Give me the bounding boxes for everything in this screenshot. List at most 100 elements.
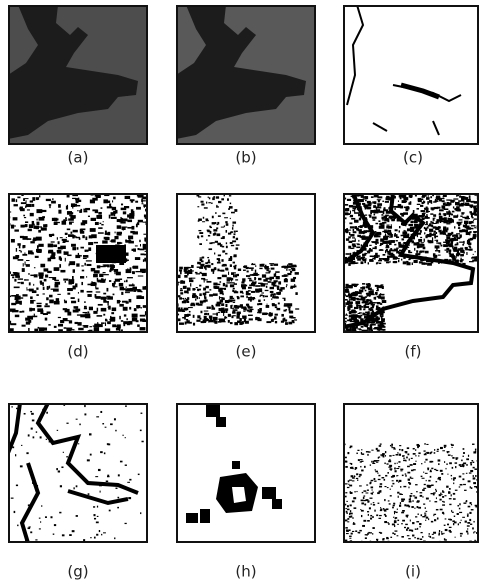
speckle xyxy=(455,202,460,205)
speckle xyxy=(290,271,292,273)
speckle xyxy=(36,294,38,296)
speckle xyxy=(408,479,410,481)
speckle xyxy=(187,314,191,316)
speckle xyxy=(78,299,80,302)
speckle xyxy=(185,298,186,299)
speckle xyxy=(448,210,450,213)
speckle xyxy=(382,300,387,303)
speckle xyxy=(453,482,454,484)
speckle xyxy=(356,473,358,475)
speckle xyxy=(84,308,87,310)
speckle xyxy=(233,309,238,311)
speckle xyxy=(243,311,245,312)
speckle xyxy=(106,296,110,297)
speckle xyxy=(98,469,101,471)
speckle xyxy=(433,532,436,534)
speckle xyxy=(41,505,42,506)
speckle xyxy=(116,272,121,276)
speckle xyxy=(291,286,295,288)
speckle xyxy=(218,318,223,320)
speckle xyxy=(445,518,447,519)
speckle xyxy=(420,205,423,207)
speckle xyxy=(473,462,475,463)
speckle xyxy=(444,525,446,526)
speckle xyxy=(392,507,394,509)
speckle xyxy=(233,302,235,303)
speckle xyxy=(377,302,381,304)
speckle xyxy=(265,268,270,269)
speckle xyxy=(38,244,43,247)
speckle xyxy=(397,508,398,510)
speckle xyxy=(371,480,374,481)
speckle xyxy=(269,263,274,264)
speckle xyxy=(91,268,95,271)
speckle xyxy=(457,242,459,245)
speckle xyxy=(224,288,226,290)
speckle xyxy=(79,424,80,426)
speckle xyxy=(288,307,290,310)
speckle xyxy=(196,320,200,322)
speckle xyxy=(471,257,474,258)
speckle xyxy=(82,235,84,238)
speckle xyxy=(434,449,435,451)
speckle xyxy=(82,270,84,272)
speckle xyxy=(367,511,369,512)
speckle xyxy=(425,224,428,225)
speckle xyxy=(251,264,255,265)
speckle xyxy=(404,230,405,232)
speckle xyxy=(213,293,218,295)
speckle xyxy=(216,227,218,229)
speckle xyxy=(99,274,103,277)
speckle xyxy=(198,230,201,231)
speckle xyxy=(191,265,194,268)
speckle xyxy=(118,474,120,476)
speckle xyxy=(351,305,352,308)
speckle xyxy=(76,485,78,487)
speckle xyxy=(364,504,365,505)
speckle xyxy=(433,515,434,516)
speckle xyxy=(353,231,357,233)
speckle xyxy=(368,514,369,516)
speckle xyxy=(200,257,203,258)
speckle xyxy=(124,314,126,316)
speckle xyxy=(461,254,464,256)
speckle xyxy=(439,494,441,496)
speckle xyxy=(66,423,68,424)
speckle xyxy=(424,450,426,451)
speckle xyxy=(471,509,474,510)
speckle xyxy=(395,470,397,472)
speckle xyxy=(349,513,350,515)
speckle xyxy=(23,199,25,201)
speckle xyxy=(421,242,425,243)
speckle xyxy=(54,301,60,305)
speckle xyxy=(284,274,287,276)
speckle xyxy=(94,272,98,273)
speckle xyxy=(350,463,351,464)
speckle xyxy=(259,268,262,269)
speckle xyxy=(368,311,370,314)
speckle xyxy=(349,447,351,448)
speckle xyxy=(99,485,102,486)
speckle xyxy=(131,200,133,203)
speckle xyxy=(374,481,376,482)
speckle xyxy=(178,318,180,321)
speckle xyxy=(11,225,14,229)
speckle xyxy=(213,313,217,314)
speckle xyxy=(258,309,259,312)
speckle xyxy=(48,258,52,262)
speckle xyxy=(361,510,364,512)
speckle xyxy=(381,214,383,216)
speckle xyxy=(133,248,136,251)
speckle xyxy=(216,304,221,307)
speckle xyxy=(275,314,278,316)
speckle xyxy=(139,240,140,242)
speckle xyxy=(112,207,116,210)
speckle xyxy=(19,246,21,249)
panel xyxy=(176,5,316,145)
speckle xyxy=(248,287,252,289)
speckle xyxy=(390,489,391,490)
speckle xyxy=(234,233,236,235)
speckle xyxy=(130,267,132,270)
speckle xyxy=(125,523,127,524)
speckle xyxy=(48,251,53,253)
